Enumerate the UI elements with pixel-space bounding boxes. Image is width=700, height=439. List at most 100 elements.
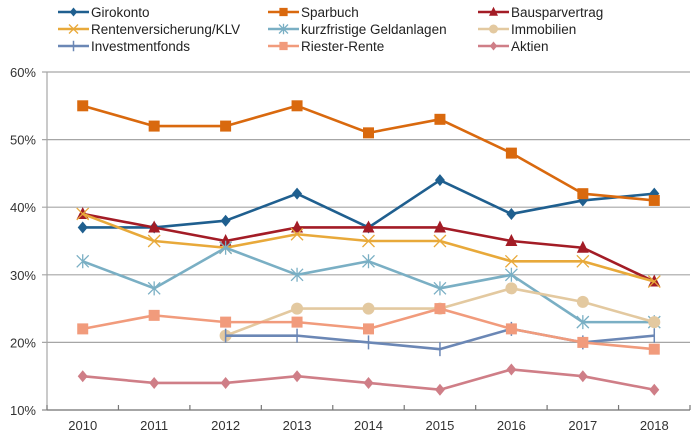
data-point bbox=[147, 281, 161, 296]
data-point bbox=[148, 120, 160, 132]
legend-label: Riester-Rente bbox=[301, 39, 384, 54]
data-point bbox=[76, 254, 90, 269]
y-tick-labels: 10% 20% 30% 40% 50% 60% bbox=[10, 65, 36, 418]
data-point bbox=[434, 174, 445, 187]
data-point bbox=[434, 383, 445, 396]
diamond-marker bbox=[489, 41, 498, 51]
data-point bbox=[577, 370, 588, 383]
data-point bbox=[362, 220, 375, 233]
series-rentenversicherung-klv bbox=[76, 207, 661, 289]
data-point bbox=[433, 234, 447, 248]
data-point bbox=[291, 316, 303, 328]
x-marker bbox=[68, 24, 79, 34]
data-point bbox=[505, 234, 518, 246]
data-point bbox=[576, 315, 590, 330]
data-point bbox=[363, 127, 374, 139]
data-point bbox=[648, 316, 661, 329]
square-marker bbox=[279, 7, 288, 17]
series-bausparvertrag bbox=[76, 206, 661, 287]
data-point bbox=[506, 363, 517, 376]
data-point bbox=[577, 336, 589, 348]
y-tick-label: 50% bbox=[10, 133, 36, 148]
data-point bbox=[76, 206, 89, 219]
legend-item: Riester-Rente bbox=[268, 39, 384, 54]
legend-label: Rentenversicherung/KLV bbox=[91, 22, 240, 37]
data-point bbox=[292, 370, 303, 383]
legend-label: Investmentfonds bbox=[91, 39, 190, 54]
legend-item: Rentenversicherung/KLV bbox=[58, 22, 240, 37]
data-point bbox=[505, 147, 517, 159]
legend-label: Immobilien bbox=[511, 22, 576, 37]
x-tick-label: 2015 bbox=[425, 418, 454, 433]
legend-label: Aktien bbox=[511, 39, 549, 54]
data-point bbox=[648, 343, 660, 355]
triangle-marker bbox=[489, 6, 498, 16]
data-point bbox=[504, 254, 518, 268]
data-point bbox=[77, 100, 89, 112]
x-tick-label: 2011 bbox=[140, 418, 168, 433]
data-point bbox=[362, 254, 375, 269]
series-riester-rente bbox=[77, 303, 660, 355]
legend-item: Aktien bbox=[478, 39, 549, 54]
legend-label: Bausparvertrag bbox=[511, 5, 603, 20]
series-investmentfonds bbox=[224, 321, 656, 357]
legend-item: Sparbuch bbox=[268, 5, 359, 20]
data-point bbox=[504, 267, 518, 282]
data-point bbox=[433, 220, 446, 233]
data-point bbox=[291, 220, 304, 233]
data-point bbox=[290, 227, 304, 241]
data-point bbox=[149, 376, 160, 389]
data-point bbox=[433, 281, 447, 296]
data-point bbox=[505, 323, 517, 335]
x-tick-label: 2014 bbox=[354, 418, 383, 433]
data-point bbox=[77, 221, 88, 234]
x-tick-label: 2010 bbox=[68, 418, 97, 433]
legend-item: Investmentfonds bbox=[58, 39, 190, 54]
data-point bbox=[576, 254, 590, 268]
y-tick-label: 30% bbox=[10, 268, 36, 283]
data-point bbox=[220, 376, 231, 389]
y-tick-label: 10% bbox=[10, 403, 36, 418]
data-point bbox=[291, 100, 303, 112]
data-point bbox=[647, 275, 661, 289]
data-point bbox=[292, 187, 303, 200]
x-tick-label: 2012 bbox=[211, 418, 240, 433]
axes bbox=[46, 72, 691, 411]
y-tick-label: 40% bbox=[10, 200, 36, 215]
data-point bbox=[220, 316, 232, 328]
data-point bbox=[362, 302, 375, 315]
series-line bbox=[82, 178, 655, 229]
series-group bbox=[76, 100, 661, 396]
data-point bbox=[76, 207, 90, 221]
series-line bbox=[82, 104, 655, 202]
x-tick-labels: 2010 2011 2012 2013 2014 2015 2016 2017 2018 bbox=[68, 418, 668, 433]
data-point bbox=[363, 323, 374, 335]
data-point bbox=[648, 194, 660, 206]
data-point bbox=[290, 267, 304, 282]
y-tick-label: 60% bbox=[10, 65, 36, 80]
data-point bbox=[77, 370, 88, 383]
y-tick-label: 20% bbox=[10, 335, 36, 350]
legend-label: Girokonto bbox=[91, 5, 150, 20]
data-point bbox=[220, 214, 231, 227]
data-point bbox=[434, 303, 446, 315]
data-point bbox=[649, 383, 660, 396]
legend-item: kurzfristige Geldanlagen bbox=[268, 22, 447, 37]
data-point bbox=[147, 234, 161, 248]
series-aktien bbox=[77, 363, 660, 396]
x-tick-label: 2016 bbox=[497, 418, 526, 433]
data-point bbox=[576, 240, 589, 253]
x-tick-label: 2013 bbox=[283, 418, 312, 433]
data-point bbox=[219, 234, 232, 246]
data-point bbox=[220, 120, 232, 132]
data-point bbox=[506, 207, 517, 220]
star-marker bbox=[278, 23, 289, 35]
square-marker bbox=[279, 41, 288, 51]
data-point bbox=[362, 234, 375, 248]
legend-item: Bausparvertrag bbox=[478, 5, 603, 20]
data-point bbox=[148, 309, 160, 321]
series-sparbuch bbox=[77, 100, 660, 206]
diamond-marker bbox=[69, 7, 78, 17]
data-point bbox=[576, 295, 589, 308]
